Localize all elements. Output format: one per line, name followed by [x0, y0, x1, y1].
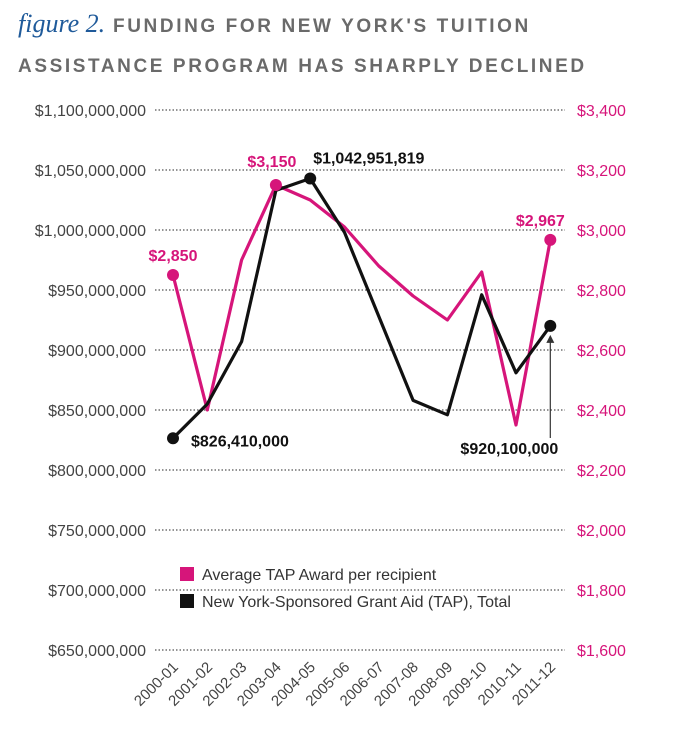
data-point-black	[167, 432, 179, 445]
left-axis-ticks: $1,100,000,000 $1,050,000,000 $1,000,000,0…	[35, 103, 146, 660]
title-line-1: figure 2. FUNDING FOR NEW YORK'S TUITION	[18, 4, 668, 47]
data-point-magenta	[269, 179, 282, 191]
right-tick-label: $1,800	[577, 583, 626, 600]
annotation-arrow-head	[546, 334, 555, 343]
data-label: $3,150	[247, 154, 296, 171]
right-tick-label: $2,800	[577, 283, 626, 300]
legend-label-total-grant-aid: New York-Sponsored Grant Aid (TAP), Tota…	[202, 594, 511, 611]
right-tick-label: $2,000	[577, 523, 626, 540]
data-point-magenta	[167, 269, 179, 281]
title-line-2: ASSISTANCE PROGRAM HAS SHARPLY DECLINED	[18, 56, 587, 77]
right-tick-label: $3,000	[577, 223, 626, 240]
legend-swatch-total-grant-aid	[180, 594, 194, 608]
legend: Average TAP Award per recipient New York-…	[180, 567, 511, 611]
data-label: $2,850	[149, 248, 198, 265]
series	[167, 172, 557, 445]
title-text-1: FUNDING FOR NEW YORK'S TUITION	[113, 16, 531, 37]
series-line-total-grant-aid	[171, 176, 552, 440]
data-label: $1,042,951,819	[313, 150, 424, 167]
chart-title: figure 2. FUNDING FOR NEW YORK'S TUITION…	[18, 4, 668, 87]
left-tick-label: $850,000,000	[48, 403, 146, 420]
left-tick-label: $700,000,000	[48, 583, 146, 600]
data-label: $826,410,000	[191, 433, 289, 450]
left-tick-label: $1,050,000,000	[35, 163, 146, 180]
legend-label-average-tap-award: Average TAP Award per recipient	[202, 567, 437, 584]
legend-swatch-average-tap-award	[180, 567, 194, 581]
right-tick-label: $2,200	[577, 463, 626, 480]
data-label: $2,967	[516, 213, 565, 230]
right-tick-label: $2,400	[577, 403, 626, 420]
figure-label: figure 2.	[18, 9, 106, 38]
data-point-magenta	[544, 233, 557, 246]
right-axis-ticks: $3,400 $3,200 $3,000 $2,800 $2,600 $2,400 $2,2…	[577, 103, 626, 660]
annotations: $2,850 $3,150 $2,967 $1,042,951,819 $826,410…	[149, 150, 565, 458]
right-tick-label: $3,400	[577, 103, 626, 120]
right-tick-label: $3,200	[577, 163, 626, 180]
x-axis-ticks: 2000-012001-022002-032003-042004-052005-…	[131, 659, 559, 710]
left-tick-label: $1,000,000,000	[35, 223, 146, 240]
right-tick-label: $2,600	[577, 343, 626, 360]
data-point-black	[304, 172, 317, 185]
right-tick-label: $1,600	[577, 643, 626, 660]
left-tick-label: $900,000,000	[48, 343, 146, 360]
left-tick-label: $950,000,000	[48, 283, 146, 300]
data-label: $920,100,000	[460, 441, 558, 458]
series-line-average-tap-award	[171, 183, 552, 427]
data-point-black	[544, 319, 557, 332]
left-tick-label: $1,100,000,000	[35, 103, 146, 120]
left-tick-label: $750,000,000	[48, 523, 146, 540]
left-tick-label: $650,000,000	[48, 643, 146, 660]
left-tick-label: $800,000,000	[48, 463, 146, 480]
